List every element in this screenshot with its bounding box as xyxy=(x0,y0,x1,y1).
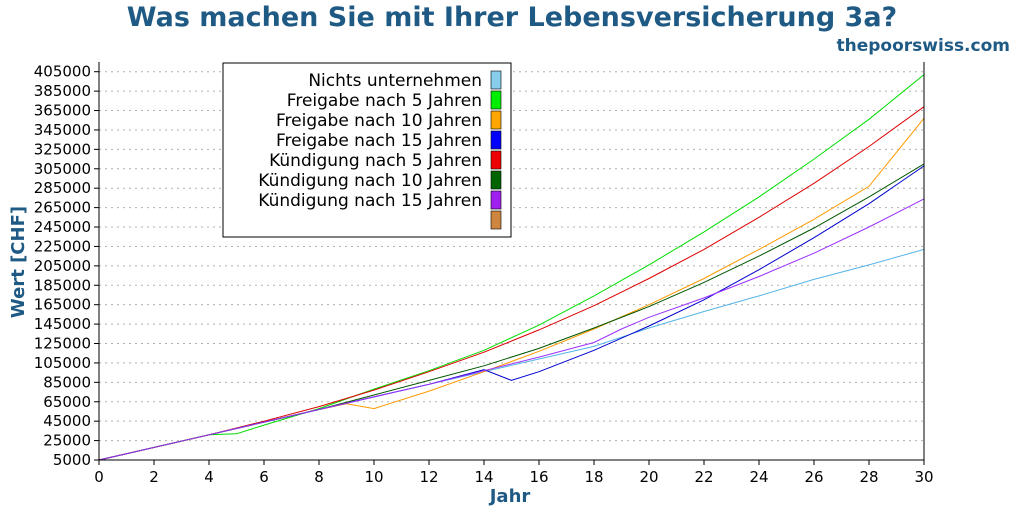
y-tick-label: 325000 xyxy=(34,140,91,158)
x-tick-label: 12 xyxy=(419,468,438,486)
y-tick-label: 45000 xyxy=(43,412,91,430)
x-tick-label: 24 xyxy=(749,468,768,486)
legend-label: Freigabe nach 5 Jahren xyxy=(287,91,482,111)
y-axis-label: Wert [CHF] xyxy=(8,206,29,318)
legend-swatch xyxy=(491,151,501,169)
y-tick-label: 165000 xyxy=(34,296,91,314)
legend-label: Freigabe nach 15 Jahren xyxy=(276,131,482,151)
legend-label: Nichts unternehmen xyxy=(308,71,482,91)
x-tick-label: 8 xyxy=(314,468,324,486)
y-tick-label: 265000 xyxy=(34,199,91,217)
x-tick-label: 16 xyxy=(529,468,548,486)
y-tick-label: 185000 xyxy=(34,276,91,294)
y-tick-label: 125000 xyxy=(34,335,91,353)
x-tick-label: 4 xyxy=(204,468,214,486)
y-tick-label: 365000 xyxy=(34,102,91,120)
chart: Was machen Sie mit Ihrer Lebensversicher… xyxy=(0,0,1024,512)
y-tick-label: 105000 xyxy=(34,354,91,372)
legend-swatch xyxy=(491,111,501,129)
x-ticks: 0 2 4 6 8 10 12 14 16 18 20 22 24 26 28 30 xyxy=(94,460,933,486)
x-tick-label: 18 xyxy=(584,468,603,486)
y-tick-label: 5000 xyxy=(53,451,91,469)
x-tick-label: 10 xyxy=(364,468,383,486)
y-tick-label: 65000 xyxy=(43,393,91,411)
x-tick-label: 26 xyxy=(804,468,823,486)
y-tick-label: 85000 xyxy=(43,373,91,391)
legend-label: Freigabe nach 10 Jahren xyxy=(276,111,482,131)
y-tick-label: 405000 xyxy=(34,63,91,81)
chart-subtitle: thepoorswiss.com xyxy=(837,36,1011,56)
y-tick-label: 285000 xyxy=(34,179,91,197)
legend-swatch xyxy=(491,211,501,229)
x-axis-label: Jahr xyxy=(488,486,531,507)
y-tick-label: 305000 xyxy=(34,160,91,178)
x-tick-label: 2 xyxy=(149,468,159,486)
chart-title: Was machen Sie mit Ihrer Lebensversicher… xyxy=(127,2,897,33)
x-tick-label: 6 xyxy=(259,468,269,486)
legend-swatch xyxy=(491,91,501,109)
legend-swatch xyxy=(491,131,501,149)
x-tick-label: 14 xyxy=(474,468,493,486)
y-tick-label: 345000 xyxy=(34,121,91,139)
series-line-1 xyxy=(99,249,924,460)
y-tick-label: 385000 xyxy=(34,82,91,100)
y-tick-label: 145000 xyxy=(34,315,91,333)
y-tick-label: 25000 xyxy=(43,432,91,450)
legend-label: Kündigung nach 5 Jahren xyxy=(269,151,482,171)
legend-label: Kündigung nach 10 Jahren xyxy=(258,171,482,191)
x-tick-label: 28 xyxy=(859,468,878,486)
y-tick-label: 225000 xyxy=(34,237,91,255)
series-line-7 xyxy=(99,199,924,460)
legend-swatch xyxy=(491,191,501,209)
legend-swatch xyxy=(491,71,501,89)
x-tick-label: 0 xyxy=(94,468,104,486)
x-tick-label: 20 xyxy=(639,468,658,486)
y-tick-label: 245000 xyxy=(34,218,91,236)
y-tick-label: 205000 xyxy=(34,257,91,275)
x-tick-label: 22 xyxy=(694,468,713,486)
legend-label: Kündigung nach 15 Jahren xyxy=(258,191,482,211)
legend-swatch xyxy=(491,171,501,189)
x-tick-label: 30 xyxy=(914,468,933,486)
